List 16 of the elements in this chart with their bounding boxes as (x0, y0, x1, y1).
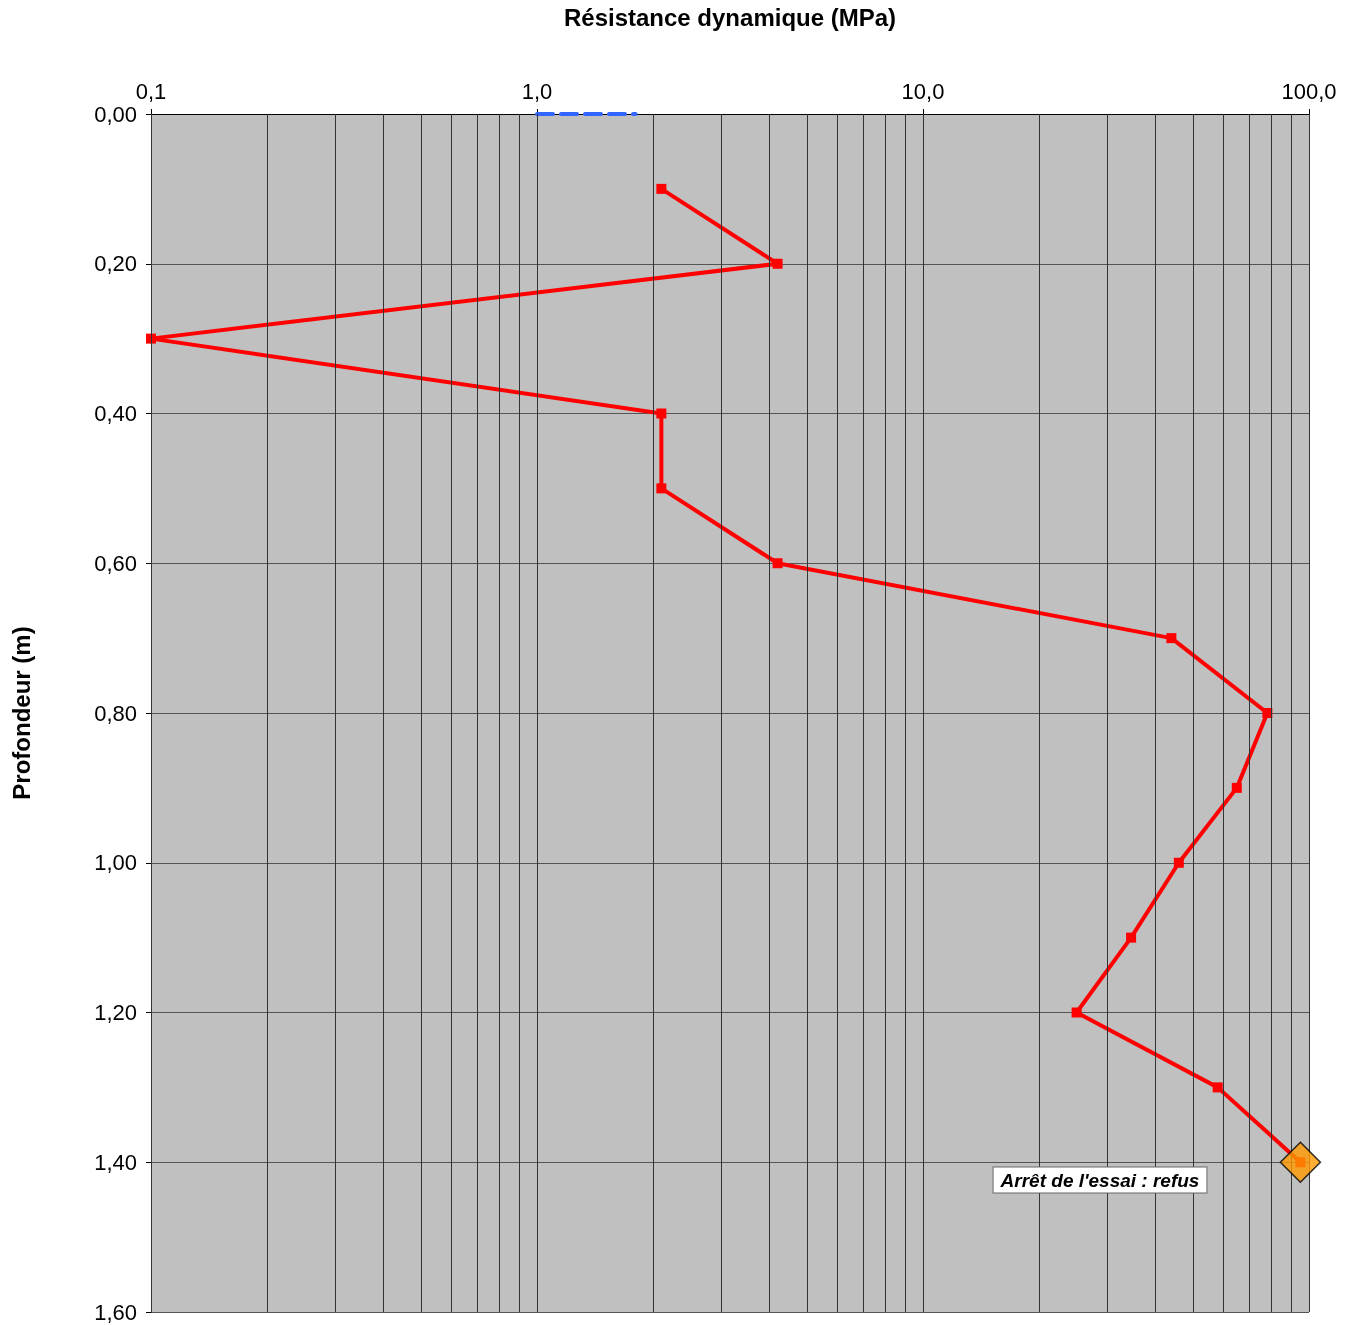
y-tick-label: 0,40 (94, 401, 137, 426)
y-tick-label: 1,00 (94, 850, 137, 876)
y-tick-label: 0,20 (94, 251, 137, 277)
x-axis-title: Résistance dynamique (MPa) (563, 3, 897, 31)
y-tick-label: 0,60 (94, 550, 137, 576)
annotation: Arrêt de l'essai : refus (999, 1169, 1200, 1191)
y-axis-title: Profondeur (m) (7, 626, 35, 800)
y-tick-label: 1,40 (94, 1149, 137, 1175)
x-tick-label: 10,0 (901, 78, 945, 104)
x-tick-label: 100,0 (1281, 78, 1337, 104)
y-tick-label: 0,80 (94, 700, 137, 726)
x-tick-label: 1,0 (521, 78, 553, 104)
y-tick-label: 1,60 (94, 1299, 137, 1325)
y-tick-label: 0,00 (94, 101, 137, 127)
y-tick-label: 1,20 (94, 1000, 137, 1025)
x-tick-label: 0,1 (135, 78, 167, 104)
